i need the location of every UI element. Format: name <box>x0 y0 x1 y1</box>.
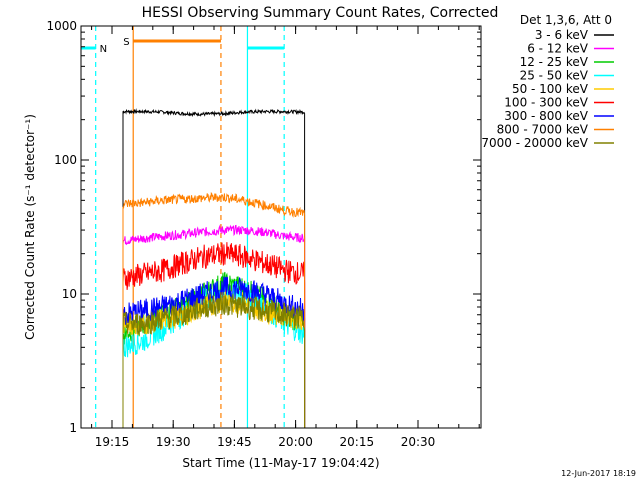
series-6-12keV <box>122 224 306 428</box>
y-tick-label-0: 1 <box>69 421 77 435</box>
legend-label-7: 800 - 7000 keV <box>497 123 589 137</box>
x-tick-label-3: 20:00 <box>278 435 313 449</box>
legend-title: Det 1,3,6, Att 0 <box>520 13 612 27</box>
legend-label-5: 100 - 300 keV <box>504 96 588 110</box>
series-800-7000keV <box>122 191 306 428</box>
plot-frame <box>80 25 482 429</box>
legend-label-3: 25 - 50 keV <box>520 69 589 83</box>
x-tick-label-1: 19:30 <box>156 435 191 449</box>
chart-title: HESSI Observing Summary Count Rates, Cor… <box>142 5 499 21</box>
x-tick-label-2: 19:45 <box>217 435 252 449</box>
y-tick-label-3: 1000 <box>46 19 77 33</box>
x-tick-label-4: 20:15 <box>340 435 375 449</box>
x-tick-label-0: 19:15 <box>95 435 130 449</box>
legend-label-0: 3 - 6 keV <box>535 28 589 42</box>
annotation-label-S: S <box>123 37 129 48</box>
legend-label-6: 300 - 800 keV <box>504 109 588 123</box>
series-3-6keV <box>122 108 306 428</box>
x-axis-label: Start Time (11-May-17 19:04:42) <box>182 456 379 470</box>
y-tick-label-2: 100 <box>54 153 77 167</box>
legend-label-2: 12 - 25 keV <box>520 55 589 69</box>
series-7000-20000keV <box>122 292 306 428</box>
y-axis-label: Corrected Count Rate (s⁻¹ detector⁻¹) <box>23 114 37 340</box>
legend-label-1: 6 - 12 keV <box>527 42 589 56</box>
x-tick-label-5: 20:30 <box>401 435 436 449</box>
series-100-300keV <box>122 242 306 428</box>
legend-label-8: 7000 - 20000 keV <box>481 136 588 150</box>
annotation-label-N: N <box>100 44 107 55</box>
legend-label-4: 50 - 100 keV <box>512 82 589 96</box>
y-tick-label-1: 10 <box>62 287 77 301</box>
footer-date: 12-Jun-2017 18:19 <box>561 469 636 478</box>
